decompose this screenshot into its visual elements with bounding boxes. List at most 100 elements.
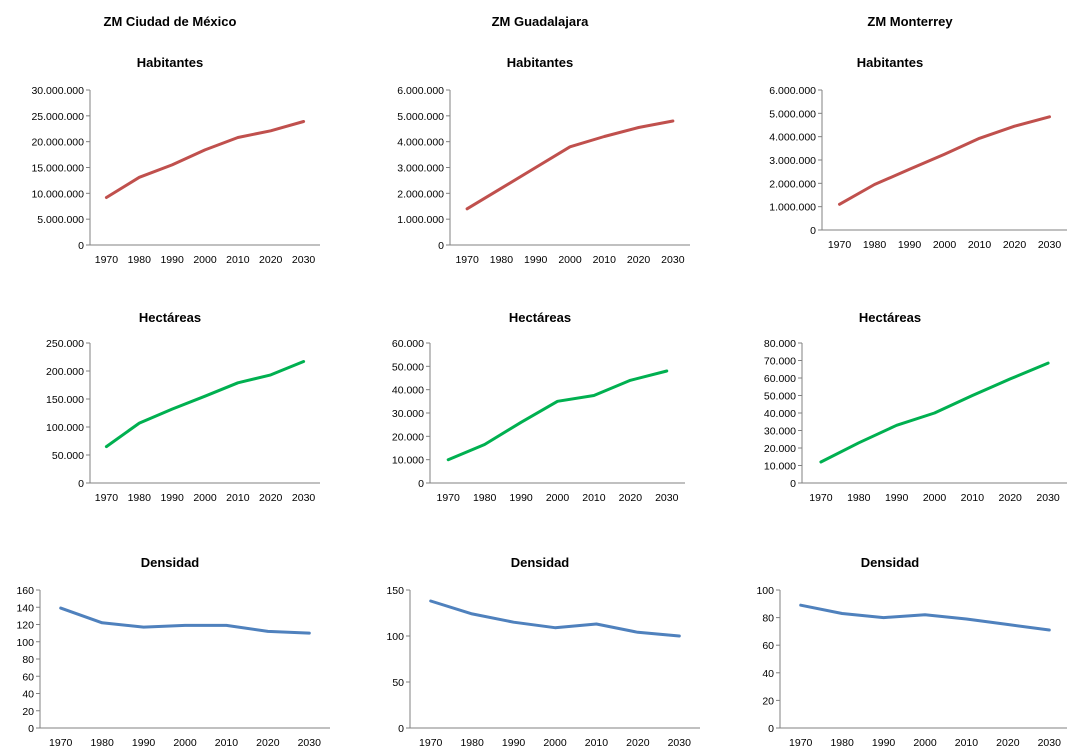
x-tick-label: 2000 <box>173 737 197 749</box>
y-tick-label: 3.000.000 <box>397 163 444 175</box>
x-tick-label: 2010 <box>215 737 239 749</box>
y-tick-label: 100 <box>756 585 774 597</box>
x-tick-label: 2000 <box>546 492 570 504</box>
x-tick-label: 1980 <box>490 254 514 266</box>
y-tick-label: 6.000.000 <box>769 85 816 97</box>
y-tick-label: 80 <box>762 613 774 625</box>
x-tick-label: 1980 <box>473 492 497 504</box>
y-tick-label: 20.000 <box>392 431 424 443</box>
y-tick-label: 0 <box>28 723 34 735</box>
y-tick-label: 40.000 <box>764 408 796 420</box>
series-line <box>465 119 675 211</box>
y-tick-label: 4.000.000 <box>769 132 816 144</box>
y-tick-label: 3.000.000 <box>769 155 816 167</box>
y-tick-label: 80.000 <box>764 338 796 350</box>
y-tick-label: 20 <box>22 706 34 718</box>
y-tick-label: 140 <box>16 602 34 614</box>
x-tick-label: 1980 <box>863 239 887 251</box>
y-tick-label: 20.000.000 <box>31 137 84 149</box>
series-line <box>104 360 306 449</box>
column-title-cdmx: ZM Ciudad de México <box>103 14 237 29</box>
x-tick-label: 1990 <box>524 254 548 266</box>
x-tick-label: 1990 <box>872 737 896 749</box>
x-tick-label: 1980 <box>128 492 152 504</box>
chart-title: Habitantes <box>507 55 573 70</box>
y-tick-label: 10.000 <box>764 461 796 473</box>
y-tick-label: 40 <box>22 689 34 701</box>
y-tick-label: 60 <box>762 640 774 652</box>
chart-cdmx-hec: Hectáreas 0 50.000 100.000 150.000 200.000 250… <box>0 305 340 520</box>
x-tick-label: 1970 <box>455 254 479 266</box>
y-tick-label: 50.000 <box>392 361 424 373</box>
chart-svg-mty-hab: Habitantes 0 1.000.000 2.000.000 3.000.000 4.… <box>769 55 1067 251</box>
y-tick-label: 2.000.000 <box>397 188 444 200</box>
chart-gdl-hec: Hectáreas 0 10.000 20.000 30.000 40.000 50.000… <box>370 305 710 520</box>
chart-svg-cdmx-den: Densidad 0 20 40 60 80 100 120 140 160 1970 1980 199… <box>16 555 330 749</box>
y-tick-label: 100.000 <box>46 422 84 434</box>
x-tick-label: 1990 <box>160 492 184 504</box>
y-tick-label: 30.000 <box>392 408 424 420</box>
x-tick-label: 1970 <box>419 737 443 749</box>
chart-cdmx-den: Densidad 0 20 40 60 80 100 120 140 160 1970 1980 199… <box>0 550 340 755</box>
x-tick-label: 1970 <box>437 492 461 504</box>
series-line <box>59 606 311 635</box>
series-line <box>799 603 1051 632</box>
x-tick-label: 2020 <box>256 737 280 749</box>
y-tick-label: 40 <box>762 668 774 680</box>
y-tick-label: 150.000 <box>46 394 84 406</box>
x-tick-label: 2010 <box>582 492 606 504</box>
y-tick-label: 150 <box>386 585 404 597</box>
chart-svg-cdmx-hec: Hectáreas 0 50.000 100.000 150.000 200.000 250… <box>46 310 320 504</box>
chart-svg-cdmx-hab: Habitantes 0 5.000.000 10.000.000 15.000.000… <box>31 55 320 266</box>
chart-title: Densidad <box>861 555 920 570</box>
chart-mty-hab: Habitantes 0 1.000.000 2.000.000 3.000.000 4.… <box>740 50 1067 290</box>
y-tick-label: 100 <box>386 631 404 643</box>
y-tick-label: 0 <box>78 240 84 252</box>
x-tick-label: 1970 <box>828 239 852 251</box>
x-tick-label: 1990 <box>885 492 909 504</box>
x-tick-label: 2030 <box>292 492 316 504</box>
x-tick-label: 2020 <box>619 492 643 504</box>
y-tick-label: 0 <box>790 478 796 490</box>
chart-title: Densidad <box>511 555 570 570</box>
x-tick-label: 2000 <box>913 737 937 749</box>
column-title-guadalajara: ZM Guadalajara <box>491 14 589 29</box>
x-tick-label: 2010 <box>226 492 250 504</box>
y-tick-label: 5.000.000 <box>397 111 444 123</box>
y-tick-label: 70.000 <box>764 356 796 368</box>
x-tick-label: 2020 <box>627 254 651 266</box>
x-tick-label: 1990 <box>509 492 533 504</box>
x-tick-label: 1990 <box>132 737 156 749</box>
chart-gdl-hab: Habitantes 0 1.000.000 2.000.000 3.000.000 4.… <box>370 50 710 290</box>
chart-svg-gdl-den: Densidad 0 50 100 150 1970 1980 1990 2000 2010 202… <box>386 555 700 749</box>
y-tick-label: 120 <box>16 620 34 632</box>
y-tick-label: 10.000 <box>392 455 424 467</box>
y-tick-label: 30.000 <box>764 426 796 438</box>
x-tick-label: 2020 <box>259 492 283 504</box>
y-tick-label: 60.000 <box>392 338 424 350</box>
chart-svg-gdl-hab: Habitantes 0 1.000.000 2.000.000 3.000.000 4.… <box>397 55 690 266</box>
x-tick-label: 2030 <box>1036 492 1060 504</box>
x-tick-label: 1980 <box>830 737 854 749</box>
y-tick-label: 1.000.000 <box>397 214 444 226</box>
y-tick-label: 1.000.000 <box>769 202 816 214</box>
x-tick-label: 2020 <box>259 254 283 266</box>
x-tick-label: 2010 <box>585 737 609 749</box>
series-line <box>819 361 1050 464</box>
chart-title: Habitantes <box>137 55 203 70</box>
x-tick-label: 1970 <box>789 737 813 749</box>
y-tick-label: 25.000.000 <box>31 111 84 123</box>
chart-title: Hectáreas <box>139 310 201 325</box>
x-tick-label: 2030 <box>655 492 679 504</box>
series-line <box>104 120 306 199</box>
y-tick-label: 0 <box>398 723 404 735</box>
y-tick-label: 5.000.000 <box>37 214 84 226</box>
x-tick-label: 1990 <box>898 239 922 251</box>
y-tick-label: 4.000.000 <box>397 137 444 149</box>
y-tick-label: 50 <box>392 677 404 689</box>
x-tick-label: 2020 <box>626 737 650 749</box>
x-tick-label: 2020 <box>996 737 1020 749</box>
chart-svg-mty-hec: Hectáreas 0 10.000 20.000 30.000 40.000 50.000… <box>764 310 1067 504</box>
y-tick-label: 30.000.000 <box>31 85 84 97</box>
x-tick-label: 2010 <box>968 239 992 251</box>
